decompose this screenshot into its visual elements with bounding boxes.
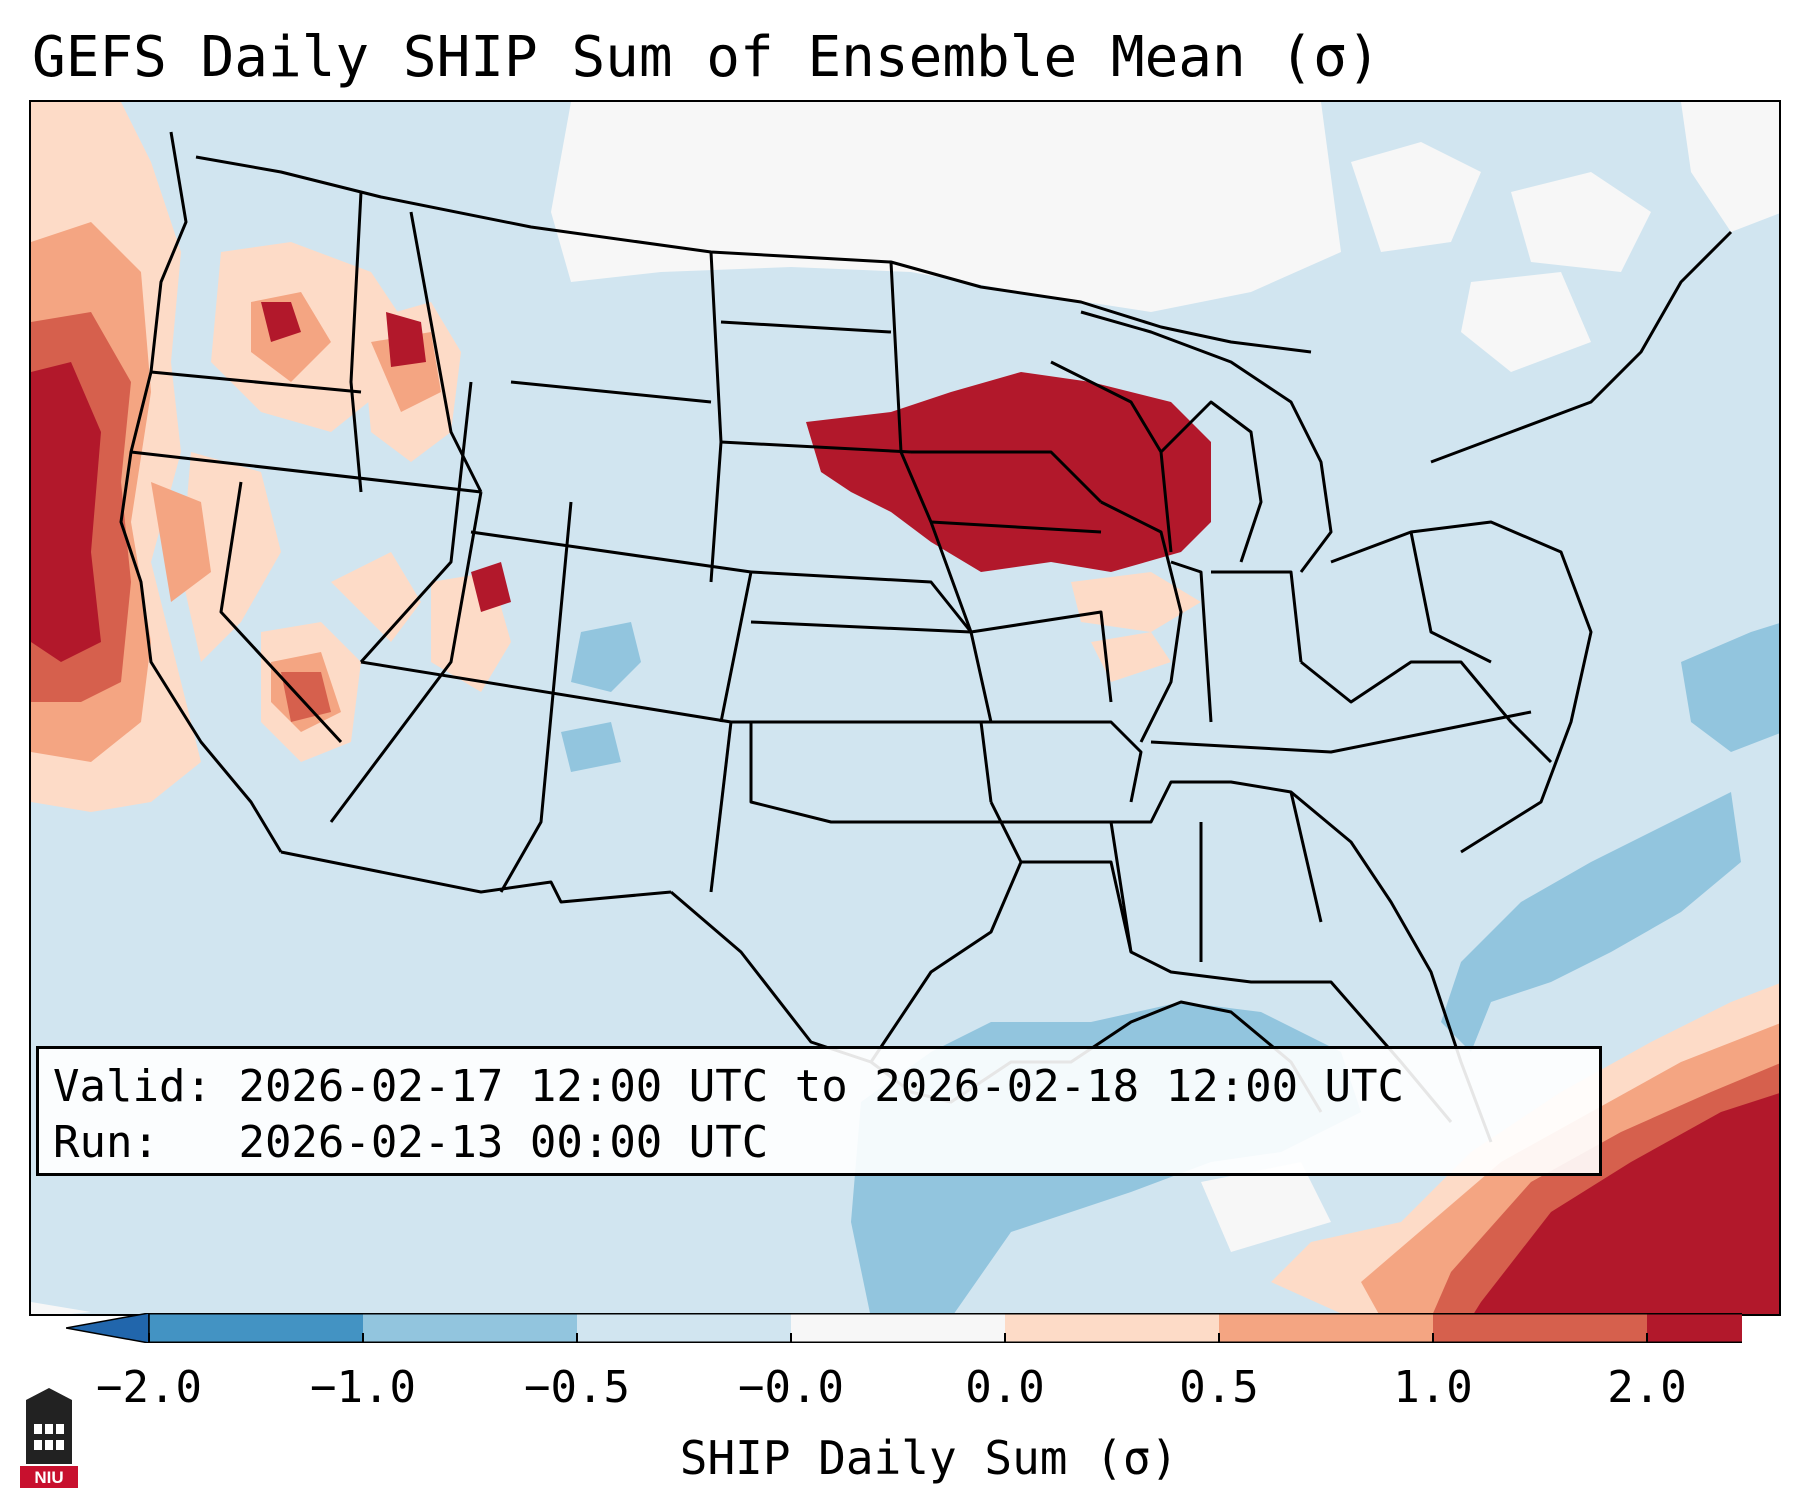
valid-run-info-box: Valid: 2026-02-17 12:00 UTC to 2026-02-1… bbox=[36, 1046, 1602, 1176]
run-value: 2026-02-13 00:00 UTC bbox=[238, 1117, 769, 1168]
colorbar-segment bbox=[363, 1313, 577, 1343]
colorbar-tick-label: −0.0 bbox=[738, 1362, 844, 1413]
colorbar bbox=[66, 1313, 1742, 1343]
colorbar-segment bbox=[1219, 1313, 1433, 1343]
colorbar-tick-label: 2.0 bbox=[1607, 1362, 1687, 1413]
colorbar-tick-label: −1.0 bbox=[310, 1362, 416, 1413]
run-label: Run: bbox=[53, 1117, 159, 1168]
colorbar-segment bbox=[577, 1313, 791, 1343]
valid-value: 2026-02-17 12:00 UTC to 2026-02-18 12:00… bbox=[238, 1061, 1405, 1112]
chart-title: GEFS Daily SHIP Sum of Ensemble Mean (σ) bbox=[32, 25, 1381, 90]
colorbar-segment bbox=[791, 1313, 1005, 1343]
colorbar-tick-label: −2.0 bbox=[96, 1362, 202, 1413]
colorbar-segment bbox=[1647, 1313, 1742, 1343]
near-zero-regions bbox=[31, 102, 1779, 1314]
niu-logo: NIU bbox=[20, 1388, 78, 1488]
colorbar-segment bbox=[1433, 1313, 1647, 1343]
colorbar-segment bbox=[149, 1313, 363, 1343]
colorbar-tick-label: 1.0 bbox=[1393, 1362, 1473, 1413]
colorbar-label: SHIP Daily Sum (σ) bbox=[679, 1431, 1179, 1485]
logo-text: NIU bbox=[34, 1468, 63, 1487]
colorbar-segment bbox=[1005, 1313, 1219, 1343]
valid-label: Valid: bbox=[53, 1061, 212, 1112]
colorbar-tick-label: 0.5 bbox=[1179, 1362, 1259, 1413]
colorbar-tick-label: −0.5 bbox=[524, 1362, 630, 1413]
colorbar-tick-label: 0.0 bbox=[965, 1362, 1045, 1413]
colorbar-extend-low bbox=[66, 1313, 150, 1343]
positive-anomaly-max bbox=[31, 302, 1779, 1314]
